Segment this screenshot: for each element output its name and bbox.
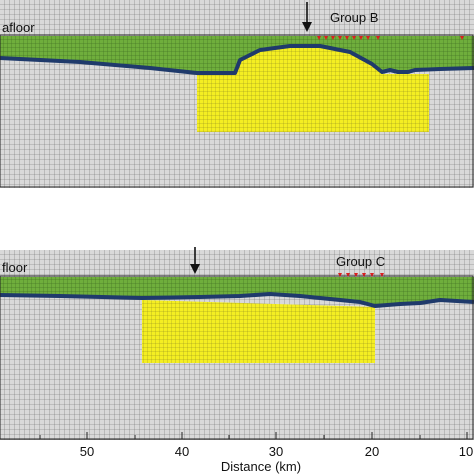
top-panel-frame	[0, 34, 474, 188]
x-tick-label: 30	[269, 444, 283, 459]
top-basement-line	[0, 44, 474, 75]
top-panel	[0, 0, 474, 188]
bottom-basement-line	[0, 292, 474, 308]
top-receivers	[317, 36, 464, 40]
top-group-label: Group B	[330, 10, 378, 25]
bottom-water-layer	[0, 277, 474, 306]
x-tick-label: 50	[80, 444, 94, 459]
top-anomaly-region	[197, 46, 429, 132]
top-seafloor-label: afloor	[2, 20, 35, 35]
bottom-group-label: Group C	[336, 254, 385, 269]
bottom-arrow-icon	[190, 247, 200, 274]
top-arrow-icon	[302, 2, 312, 32]
bottom-receivers	[338, 273, 384, 277]
x-tick-label: 20	[365, 444, 379, 459]
x-axis: 50 40 30 20 10 Distance (km)	[39, 432, 473, 474]
x-axis-label: Distance (km)	[221, 459, 301, 474]
bottom-seafloor-label: floor	[2, 260, 28, 275]
bottom-panel-frame	[0, 275, 474, 440]
x-tick-label: 40	[175, 444, 189, 459]
bottom-panel	[0, 250, 474, 440]
x-axis-ticks	[39, 432, 468, 439]
bottom-anomaly-region	[142, 300, 375, 363]
x-tick-label: 10	[459, 444, 473, 459]
